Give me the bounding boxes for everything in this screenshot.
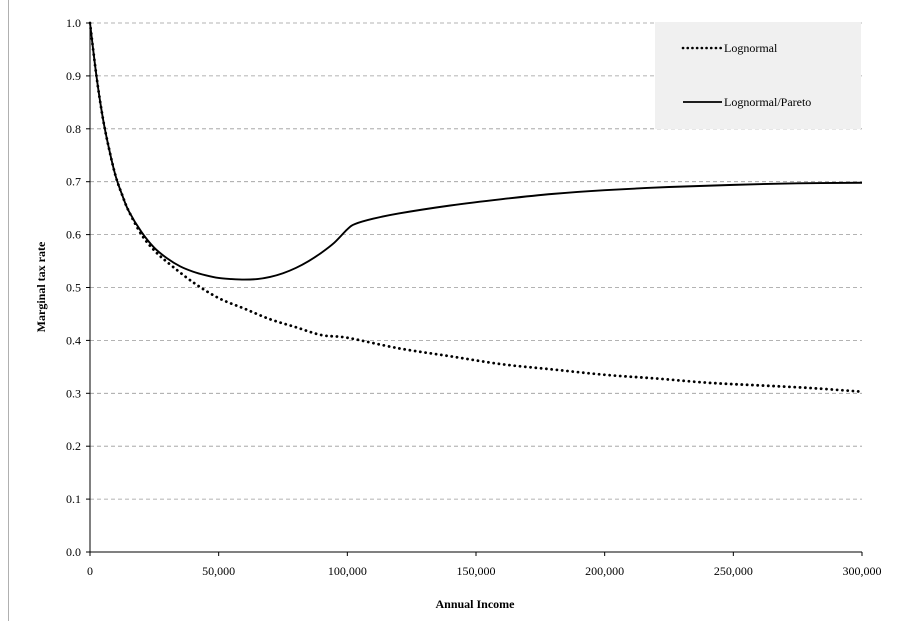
legend: Lognormal Lognormal/Pareto <box>655 22 861 129</box>
y-tick-label: 0.8 <box>66 122 81 136</box>
y-tick-label: 0.2 <box>66 439 81 453</box>
x-tick-label: 100,000 <box>328 564 367 578</box>
y-tick-label: 0.7 <box>66 175 81 189</box>
x-axis-title: Annual Income <box>435 597 515 611</box>
x-tick-label: 50,000 <box>202 564 235 578</box>
y-tick-label: 0.6 <box>66 228 81 242</box>
series-line-lognormal <box>88 21 864 394</box>
y-tick-label: 1.0 <box>66 16 81 30</box>
axes <box>86 22 863 556</box>
series-line-lognormal-pareto <box>89 22 863 281</box>
x-tick-label: 200,000 <box>585 564 624 578</box>
x-tick-label: 150,000 <box>457 564 496 578</box>
legend-label-lognormal-pareto: Lognormal/Pareto <box>724 95 811 109</box>
y-tick-label: 0.4 <box>66 333 81 347</box>
y-tick-label: 0.5 <box>66 281 81 295</box>
x-tick-label: 300,000 <box>843 564 882 578</box>
y-tick-label: 0.9 <box>66 69 81 83</box>
y-axis-title: Marginal tax rate <box>34 241 48 332</box>
y-tick-label: 0.1 <box>66 492 81 506</box>
y-tick-label: 0.0 <box>66 545 81 559</box>
x-tick-label: 250,000 <box>714 564 753 578</box>
x-tick-label: 0 <box>87 564 93 578</box>
series-lines <box>88 21 864 394</box>
grid-lines <box>90 22 862 500</box>
y-tick-label: 0.3 <box>66 386 81 400</box>
tick-labels: 0.0 0.1 0.2 0.3 0.4 0.5 0.6 0.7 0.8 0.9 1.0 0 50,000… <box>66 16 882 578</box>
legend-background <box>655 22 861 129</box>
legend-label-lognormal: Lognormal <box>724 41 778 55</box>
